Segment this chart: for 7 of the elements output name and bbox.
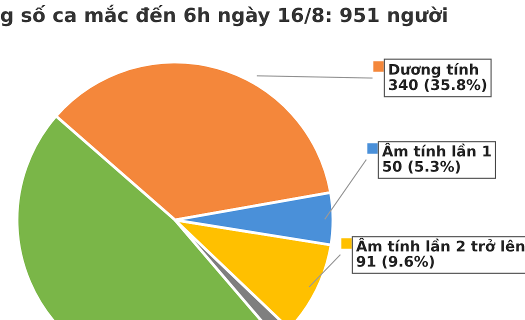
chart-title: g số ca mắc đến 6h ngày 16/8: 951 người [0, 4, 447, 26]
data-label: 91 (9.6%) [356, 256, 434, 269]
data-label: 50 (5.3%) [383, 160, 460, 174]
legend-label: Dương tính [389, 62, 478, 78]
data-label: 340 (35.8%) [388, 78, 486, 92]
legend-label: Âm tính lần 2 trở lên [356, 238, 524, 252]
legend-label: Âm tính lần 1 [382, 142, 491, 157]
